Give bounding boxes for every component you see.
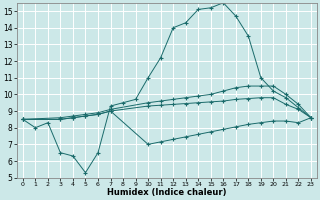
- X-axis label: Humidex (Indice chaleur): Humidex (Indice chaleur): [107, 188, 227, 197]
